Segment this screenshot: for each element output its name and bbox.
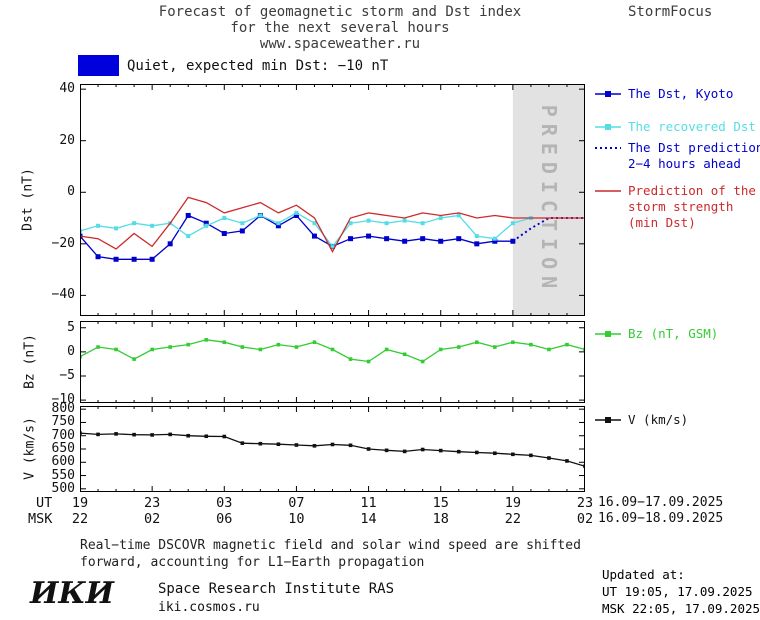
v-chart	[80, 406, 585, 492]
y-tick-label: 750	[51, 414, 75, 430]
x-tick-label: 22	[504, 511, 521, 527]
legend-v: V (km/s)	[594, 412, 688, 428]
legend-storm-strength: Prediction of the storm strength (min Ds…	[594, 183, 756, 231]
x-tick-label: 19	[71, 495, 89, 511]
y-tick-label: 700	[51, 427, 75, 443]
dst-kyoto-marker-icon	[595, 91, 621, 97]
x-tick-label: 14	[360, 511, 377, 527]
y-tick-label: −10	[51, 392, 75, 408]
status-label: Quiet, expected min Dst: −10 nT	[127, 58, 389, 74]
y-tick-label: 550	[51, 467, 75, 483]
footnote-line-2: forward, accounting for L1−Earth propaga…	[80, 555, 425, 570]
x-tick-label: 22	[71, 511, 89, 527]
updated-block: Updated at: UT 19:05, 17.09.2025 MSK 22:…	[602, 566, 760, 617]
legend-label: storm strength	[628, 199, 734, 214]
y-tick-label: 5	[67, 319, 75, 335]
updated-title: Updated at:	[602, 567, 685, 582]
legend-label: 2−4 hours ahead	[628, 156, 741, 171]
legend-label: V (km/s)	[628, 412, 689, 427]
page-title: Forecast of geomagnetic storm and Dst in…	[80, 4, 600, 52]
x-tick-label: 03	[216, 495, 233, 511]
updated-msk: MSK 22:05, 17.09.2025	[602, 601, 760, 616]
y-tick-label: 0	[67, 184, 75, 200]
brand-stormfocus: StormFocus	[628, 4, 713, 20]
updated-ut: UT 19:05, 17.09.2025	[602, 584, 753, 599]
x-tick-label: 18	[432, 511, 449, 527]
ut-axis-prefix: UT	[36, 495, 53, 511]
title-line-1: Forecast of geomagnetic storm and Dst in…	[158, 4, 522, 20]
legend-label: The Dst, Kyoto	[628, 86, 734, 101]
legend-dst-kyoto: The Dst, Kyoto	[594, 86, 733, 102]
x-tick-label: 11	[360, 495, 377, 511]
status-swatch	[78, 55, 119, 76]
recovered-dst-marker-icon	[595, 124, 621, 130]
dst-prediction-marker-icon	[595, 147, 621, 149]
y-tick-label: 0	[67, 343, 75, 359]
footnote-line-1: Real−time DSCOVR magnetic field and sola…	[80, 538, 581, 553]
msk-axis-prefix: MSK	[28, 511, 53, 527]
storm-strength-marker-icon	[595, 190, 621, 192]
x-tick-label: 02	[576, 511, 594, 527]
dst-chart: PREDICTION	[80, 84, 585, 316]
x-tick-label: 10	[288, 511, 305, 527]
x-tick-label: 06	[216, 511, 233, 527]
v-axis-label: V (km/s)	[22, 417, 38, 480]
x-tick-label: 23	[144, 495, 161, 511]
ut-date-range: 16.09−17.09.2025	[598, 495, 724, 510]
y-tick-label: −40	[51, 287, 75, 303]
bz-chart	[80, 321, 585, 403]
x-tick-label: 23	[576, 495, 594, 511]
legend-bz: Bz (nT, GSM)	[594, 326, 718, 342]
v-marker-icon	[595, 417, 621, 423]
legend-label: (min Dst)	[628, 215, 696, 230]
iki-logo: ИКИ	[30, 576, 114, 611]
y-tick-label: 500	[51, 480, 75, 496]
y-tick-label: 20	[59, 132, 75, 148]
y-tick-label: −20	[51, 235, 75, 251]
title-line-3: www.spaceweather.ru	[259, 36, 421, 52]
x-tick-label: 07	[288, 495, 305, 511]
x-tick-label: 19	[504, 495, 521, 511]
legend-recovered-dst: The recovered Dst	[594, 119, 756, 135]
y-tick-label: 650	[51, 441, 75, 456]
legend-dst-prediction: The Dst prediction 2−4 hours ahead	[594, 140, 760, 172]
legend-label: The Dst prediction	[628, 140, 760, 155]
msk-date-range: 16.09−18.09.2025	[598, 511, 724, 526]
y-tick-label: 40	[59, 81, 75, 97]
legend-label: The recovered Dst	[628, 119, 756, 134]
y-tick-label: −5	[59, 367, 75, 383]
prediction-band-label: PREDICTION	[537, 105, 561, 295]
y-tick-label: 600	[51, 454, 75, 470]
legend-label: Bz (nT, GSM)	[628, 326, 719, 341]
title-line-2: for the next several hours	[230, 20, 450, 36]
institute-site[interactable]: iki.cosmos.ru	[158, 600, 260, 615]
x-tick-label: 15	[432, 495, 449, 511]
x-tick-label: 02	[144, 511, 161, 527]
legend-label: Prediction of the	[628, 183, 756, 198]
y-tick-label: 800	[51, 401, 75, 417]
bz-marker-icon	[595, 331, 621, 337]
dst-axis-label: Dst (nT)	[20, 168, 36, 231]
institute-name: Space Research Institute RAS	[158, 581, 395, 597]
